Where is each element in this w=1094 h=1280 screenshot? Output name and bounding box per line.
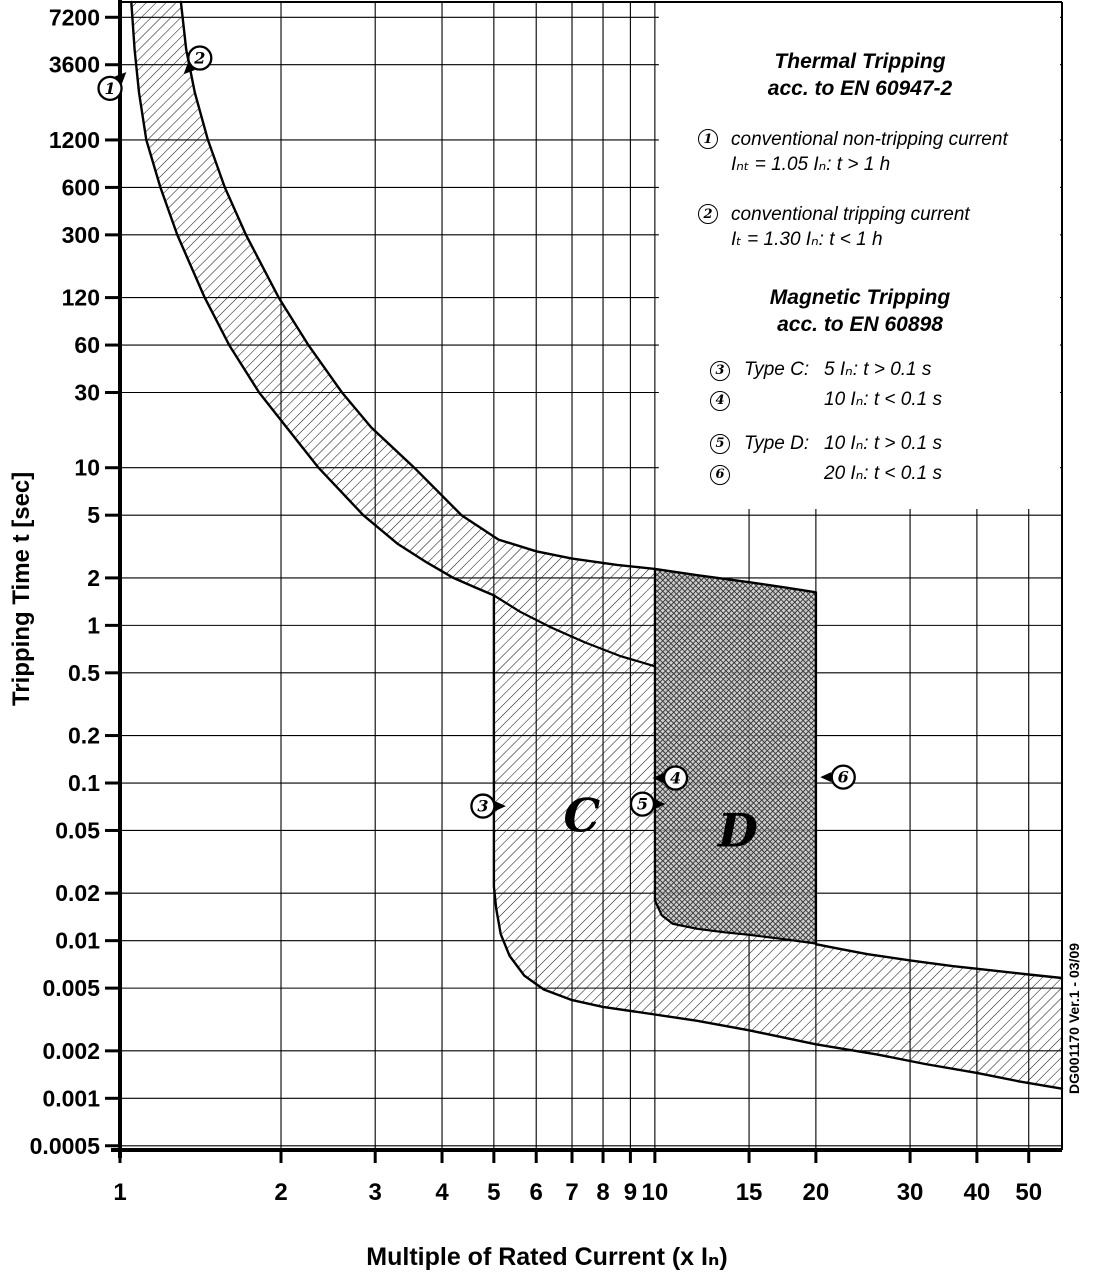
circled-6-icon: 6 (710, 464, 730, 485)
svg-text:4: 4 (670, 769, 681, 788)
region-label-C: C (563, 789, 600, 843)
type-c-formula-2: 10 Iₙ: t < 0.1 s (824, 389, 942, 410)
marker-5-arrow-icon (654, 799, 666, 810)
magnetic-title: Magnetic Tripping (769, 286, 951, 309)
marker-2-circle-icon (187, 45, 213, 71)
svg-text:0.05: 0.05 (55, 817, 100, 843)
item-1-desc: conventional non-tripping current (731, 129, 1008, 150)
svg-text:0.0005: 0.0005 (30, 1133, 101, 1159)
circled-1-icon: 1 (698, 129, 718, 149)
marker-1-circle-icon (97, 75, 123, 101)
tick-marks (105, 15, 1031, 1163)
svg-text:60: 60 (74, 332, 100, 358)
svg-text:20: 20 (803, 1179, 830, 1206)
svg-text:4: 4 (435, 1179, 449, 1206)
magnetic-tripping-heading: Magnetic Tripping acc. to EN 60898 (660, 284, 1060, 338)
marker-3-circle-icon (470, 793, 496, 819)
thermal-title: Thermal Tripping (774, 50, 946, 73)
svg-text:3: 3 (477, 797, 488, 816)
circled-5-icon: 5 (710, 433, 730, 454)
svg-text:0.02: 0.02 (55, 880, 100, 906)
svg-text:0.001: 0.001 (42, 1085, 100, 1111)
region-d-band (654, 568, 816, 945)
item-1-formula: Iₙₜ = 1.05 Iₙ: t > 1 h (731, 154, 891, 175)
legend-item-2: 2 conventional tripping current Iₜ = 1.3… (698, 202, 1060, 252)
svg-text:300: 300 (62, 222, 100, 248)
circled-3-icon: 3 (710, 360, 730, 381)
svg-text:9: 9 (624, 1179, 637, 1206)
legend-item-2-text: conventional tripping current Iₜ = 1.30 … (731, 202, 970, 252)
svg-text:600: 600 (62, 174, 100, 200)
marker-2-arrow-icon (183, 62, 195, 75)
marker-3-arrow-icon (494, 801, 506, 812)
region-c-band (131, 2, 1063, 1089)
svg-text:30: 30 (897, 1179, 924, 1206)
type-c-label: Type C: (744, 358, 810, 380)
svg-text:2: 2 (87, 565, 100, 591)
circled-2-icon: 2 (698, 204, 718, 224)
svg-text:1200: 1200 (49, 127, 100, 153)
type-d-formula-1: 10 Iₙ: t > 0.1 s (824, 433, 942, 454)
svg-text:2: 2 (274, 1179, 287, 1206)
svg-text:0.002: 0.002 (42, 1038, 100, 1064)
svg-text:3600: 3600 (49, 52, 100, 78)
svg-text:0.01: 0.01 (55, 928, 100, 954)
item-2-formula: Iₜ = 1.30 Iₙ: t < 1 h (731, 229, 883, 250)
svg-text:30: 30 (74, 380, 100, 406)
svg-text:2: 2 (193, 49, 205, 68)
marker-4-arrow-icon (652, 773, 664, 784)
svg-text:10: 10 (74, 455, 100, 481)
svg-text:10: 10 (642, 1179, 669, 1206)
svg-text:0.005: 0.005 (42, 975, 100, 1001)
type-d-left-and-bottom (653, 567, 817, 945)
boundary-lower (130, 0, 1064, 1090)
svg-text:5: 5 (637, 795, 648, 814)
legend-item-1-text: conventional non-tripping current Iₙₜ = … (731, 127, 1008, 177)
svg-text:8: 8 (596, 1179, 609, 1206)
legend-panel: Thermal Tripping acc. to EN 60947-2 1 co… (660, 4, 1060, 508)
magnetic-subtitle: acc. to EN 60898 (777, 313, 943, 336)
marker-1-arrow-icon (114, 72, 127, 84)
boundary-upper (179, 0, 1064, 980)
svg-text:6: 6 (838, 768, 849, 787)
svg-text:5: 5 (487, 1179, 500, 1206)
marker-5-circle-icon (629, 791, 656, 817)
thermal-tripping-heading: Thermal Tripping acc. to EN 60947-2 (660, 48, 1060, 102)
marker-6-circle-icon (830, 764, 856, 790)
svg-text:1: 1 (104, 79, 115, 98)
marker-6-arrow-icon (820, 772, 832, 783)
svg-text:6: 6 (530, 1179, 543, 1206)
svg-text:3: 3 (369, 1179, 382, 1206)
svg-text:1: 1 (113, 1179, 126, 1206)
type-d-label: Type D: (744, 432, 810, 454)
svg-text:0.2: 0.2 (68, 723, 100, 749)
x-axis-title: Multiple of Rated Current (x Iₙ) (366, 1243, 728, 1271)
svg-text:5: 5 (87, 502, 100, 528)
svg-text:7200: 7200 (49, 4, 100, 30)
svg-text:50: 50 (1015, 1179, 1042, 1206)
tick-labels: 7200360012006003001206030105210.50.20.10… (30, 4, 1042, 1206)
thermal-subtitle: acc. to EN 60947-2 (767, 77, 953, 100)
magnetic-items: 3 Type C: 5 Iₙ: t > 0.1 s 4 10 Iₙ: t < 0… (710, 358, 1060, 485)
legend-item-1: 1 conventional non-tripping current Iₙₜ … (698, 127, 1060, 177)
marker-4-circle-icon (662, 765, 689, 791)
svg-text:40: 40 (964, 1179, 991, 1206)
type-c-formula-1: 5 Iₙ: t > 0.1 s (824, 359, 932, 380)
region-label-D: D (716, 803, 758, 857)
circled-4-icon: 4 (710, 390, 730, 411)
svg-text:15: 15 (736, 1179, 763, 1206)
svg-text:0.1: 0.1 (68, 770, 100, 796)
svg-text:120: 120 (62, 285, 100, 311)
svg-text:7: 7 (565, 1179, 578, 1206)
axes-frame (111, 0, 1063, 1158)
svg-text:1: 1 (87, 612, 100, 638)
y-axis-title: Tripping Time t [sec] (8, 471, 35, 706)
type-d-lower-thermal (492, 594, 656, 668)
doc-reference: DG001170 Ver.1 - 03/09 (1066, 942, 1082, 1094)
curve-markers: 1 2 3 4 5 6 (97, 45, 856, 819)
type-d-formula-2: 20 Iₙ: t < 0.1 s (824, 463, 942, 484)
item-2-desc: conventional tripping current (731, 204, 970, 225)
svg-text:0.5: 0.5 (68, 660, 100, 686)
